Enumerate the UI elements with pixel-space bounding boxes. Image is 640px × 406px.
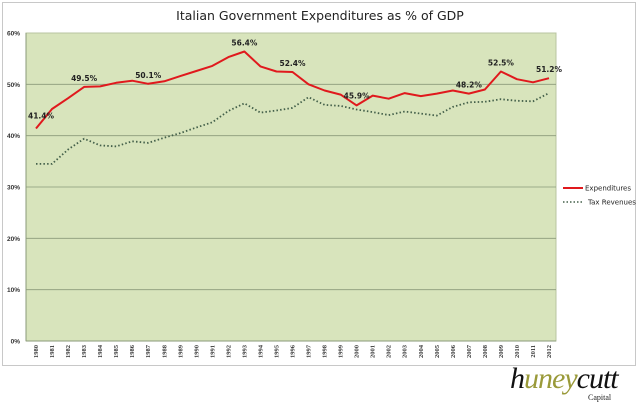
x-tick-label: 2012 — [546, 345, 553, 358]
y-tick-label: 0% — [11, 339, 21, 346]
x-tick-label: 1992 — [225, 345, 232, 358]
logo-text-prefix: h — [510, 362, 525, 395]
data-label: 49.5% — [71, 74, 98, 83]
data-label: 45.9% — [344, 91, 371, 100]
x-tick-label: 1986 — [129, 344, 136, 358]
data-label: 52.4% — [279, 59, 306, 68]
y-tick-label: 10% — [7, 287, 20, 294]
x-tick-label: 1988 — [161, 344, 168, 358]
x-tick-label: 1993 — [241, 344, 248, 358]
x-tick-label: 2005 — [434, 344, 441, 358]
x-tick-label: 1981 — [49, 345, 56, 358]
x-tick-label: 2001 — [370, 345, 377, 358]
x-tick-label: 2011 — [530, 345, 537, 358]
x-tick-label: 1983 — [81, 344, 88, 358]
x-tick-label: 1987 — [145, 344, 152, 358]
logo-text-mid: uney — [524, 362, 578, 395]
data-label: 52.5% — [488, 59, 515, 68]
x-tick-label: 2008 — [482, 344, 489, 358]
series-line-tax-revenues — [36, 92, 550, 165]
x-tick-label: 2003 — [402, 344, 409, 358]
x-tick-label: 1999 — [338, 344, 345, 358]
x-tick-label: 1989 — [177, 344, 184, 358]
legend-label-expenditures: Expenditures — [585, 185, 631, 193]
data-label: 50.1% — [135, 71, 162, 80]
x-tick-label: 1980 — [33, 345, 40, 358]
y-tick-label: 60% — [7, 31, 20, 38]
x-axis: 1980 1981 1982 1983 1984 1985 1986 1987 1988 1989… — [33, 344, 553, 358]
legend-label-tax-revenues: Tax Revenues — [587, 199, 636, 207]
x-tick-label: 1996 — [290, 344, 297, 358]
x-tick-label: 1991 — [209, 345, 216, 358]
data-label: 41.4% — [28, 111, 55, 120]
y-tick-label: 50% — [7, 82, 20, 89]
y-axis: 0% 10% 20% 30% 40% 50% 60% — [7, 31, 20, 346]
data-labels: 41.4% 49.5% 50.1% 56.4% 52.4% 45.9% 48.2% 52.5%… — [28, 38, 562, 120]
series-group — [35, 50, 550, 165]
x-tick-label: 1997 — [306, 344, 313, 358]
logo-wordmark: huneycutt — [510, 362, 619, 396]
x-tick-label: 2007 — [466, 344, 473, 358]
line-chart: Italian Government Expenditures as % of … — [7, 8, 636, 358]
x-tick-label: 2010 — [514, 345, 521, 358]
x-tick-label: 1995 — [273, 344, 280, 358]
x-tick-label: 1990 — [193, 345, 200, 358]
data-label: 56.4% — [231, 38, 258, 47]
y-tick-label: 40% — [7, 133, 20, 140]
data-label: 51.2% — [536, 65, 563, 74]
x-tick-label: 1985 — [113, 344, 120, 358]
data-label: 48.2% — [456, 81, 483, 90]
x-tick-label: 2006 — [450, 344, 457, 358]
x-tick-label: 1982 — [65, 345, 72, 358]
x-tick-label: 2002 — [386, 345, 393, 358]
y-tick-label: 20% — [7, 236, 20, 243]
gridlines — [25, 33, 556, 342]
series-line-expenditures — [35, 50, 550, 130]
huneycutt-capital-logo: huneycutt Capital — [510, 362, 636, 406]
x-tick-label: 2004 — [418, 344, 425, 358]
chart-title: Italian Government Expenditures as % of … — [176, 8, 464, 23]
x-tick-label: 1998 — [322, 344, 329, 358]
x-tick-label: 2009 — [498, 344, 505, 358]
legend: Expenditures Tax Revenues — [563, 185, 636, 207]
logo-text-suffix: cutt — [576, 362, 619, 395]
x-tick-label: 1984 — [97, 344, 104, 358]
x-tick-label: 2000 — [354, 345, 361, 358]
x-tick-label: 1994 — [257, 344, 264, 358]
logo-subtitle: Capital — [588, 393, 612, 402]
y-tick-label: 30% — [7, 185, 20, 192]
